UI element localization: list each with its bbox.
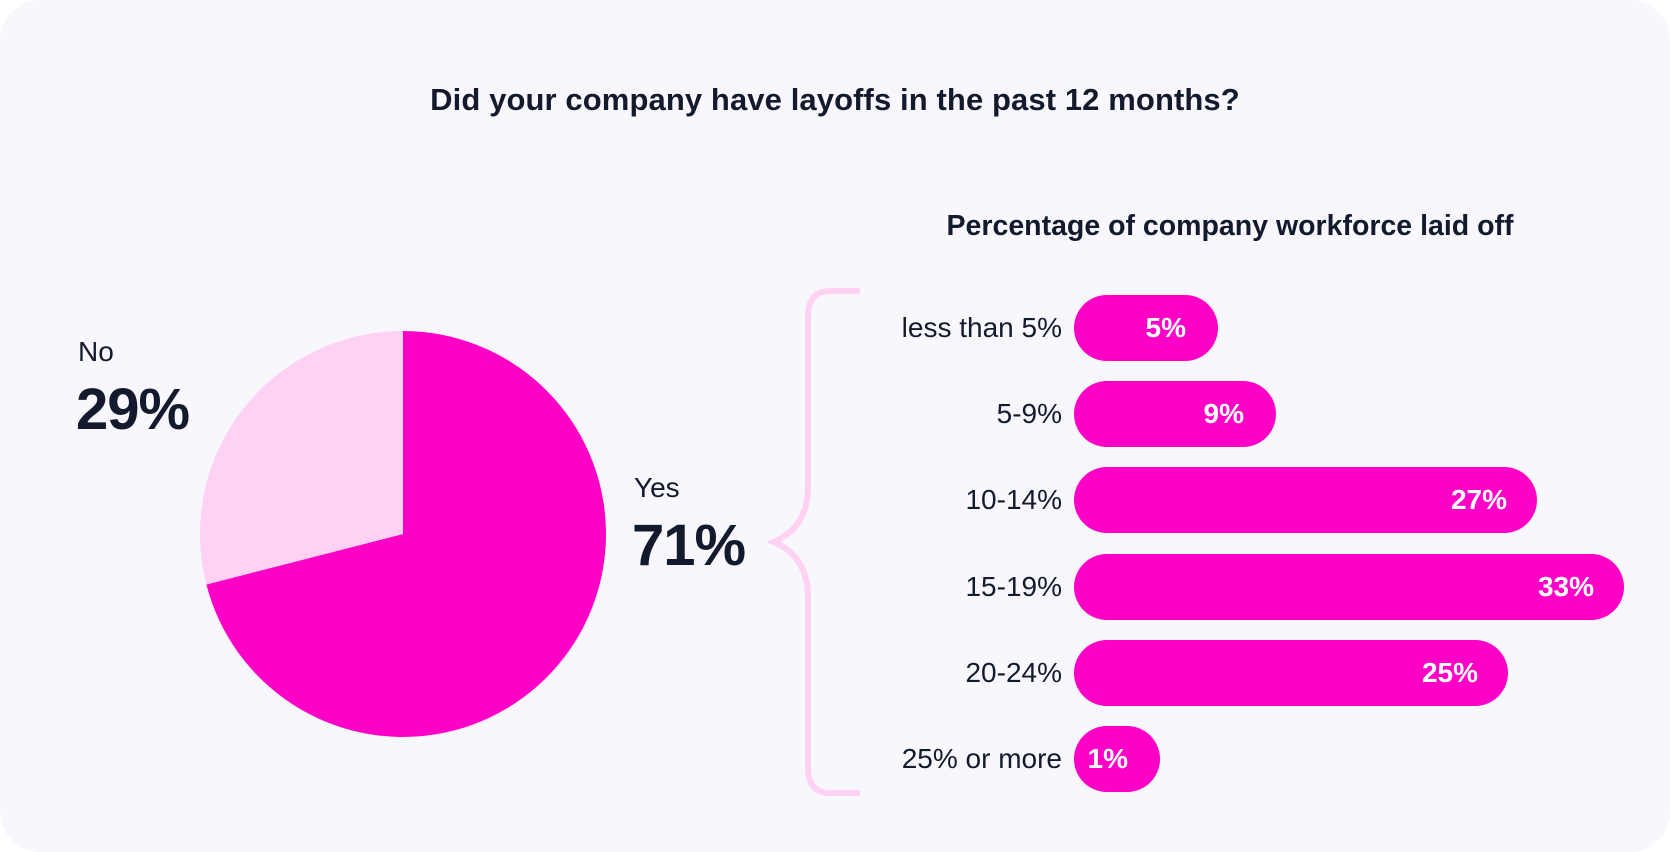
bar-value-label: 33% <box>1537 570 1594 602</box>
bar <box>1074 639 1508 706</box>
bar-category-label: less than 5% <box>901 312 1062 343</box>
pie-label-no-value: 29% <box>76 377 190 442</box>
chart-title: Did your company have layoffs in the pas… <box>430 82 1240 117</box>
bar-value-label: 1% <box>1087 743 1128 774</box>
pie-chart <box>198 329 608 739</box>
bar <box>1074 553 1624 620</box>
bar-category-label: 5-9% <box>996 398 1062 430</box>
bar <box>1074 381 1276 448</box>
bar <box>1074 295 1218 361</box>
bar-category-label: 10-14% <box>965 484 1062 516</box>
bar-value-label: 5% <box>1145 312 1186 343</box>
bar <box>1074 726 1160 792</box>
pie-slice-yes <box>206 331 606 737</box>
bar-category-label: 25% or more <box>901 743 1062 774</box>
bar-category-label: 20-24% <box>965 656 1062 688</box>
pie-label-yes-name: Yes <box>634 472 680 503</box>
bar-value-label: 25% <box>1421 656 1478 688</box>
bar <box>1074 467 1537 534</box>
pie-label-no-name: No <box>78 336 114 367</box>
pie-slice-no <box>200 331 403 585</box>
bar-category-label: 15-19% <box>965 570 1062 602</box>
pie-label-yes-value: 71% <box>632 513 746 578</box>
pie-svg <box>200 331 606 737</box>
brace-connector <box>766 288 860 796</box>
bar-chart-title: Percentage of company workforce laid off <box>946 210 1514 242</box>
bar-value-label: 9% <box>1203 398 1244 430</box>
bar-value-label: 27% <box>1450 484 1507 516</box>
